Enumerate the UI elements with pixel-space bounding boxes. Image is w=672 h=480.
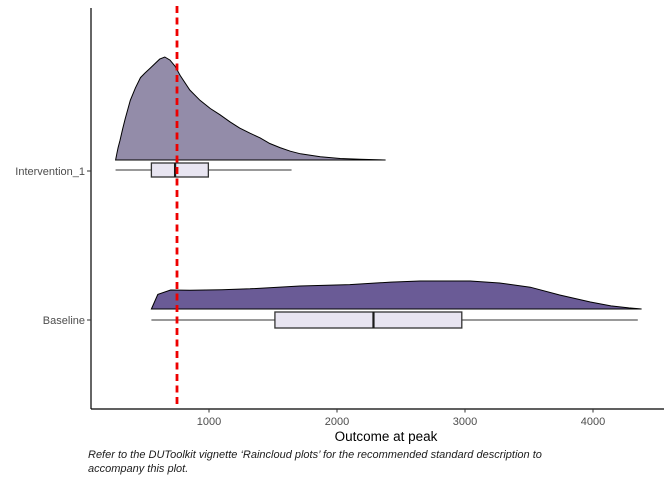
x-tick-label: 2000 (325, 416, 349, 428)
y-category-label: Baseline (43, 315, 85, 327)
geometry-layer: 1000 2000 3000 4000 Intervention_1 Baseline (15, 6, 664, 428)
x-tick-label: 1000 (197, 416, 221, 428)
x-tick-label: 4000 (581, 416, 605, 428)
density-baseline (150, 280, 642, 310)
box-baseline (274, 311, 463, 329)
caption-line-2: accompany this plot. (88, 463, 188, 475)
density-intervention_1 (114, 56, 386, 161)
x-tick-label: 3000 (453, 416, 477, 428)
y-category-label: Intervention_1 (15, 166, 85, 178)
x-axis-title: Outcome at peak (335, 429, 438, 444)
caption-line-1: Refer to the DUToolkit vignette ‘Rainclo… (88, 449, 542, 461)
box-intervention_1 (150, 162, 210, 178)
